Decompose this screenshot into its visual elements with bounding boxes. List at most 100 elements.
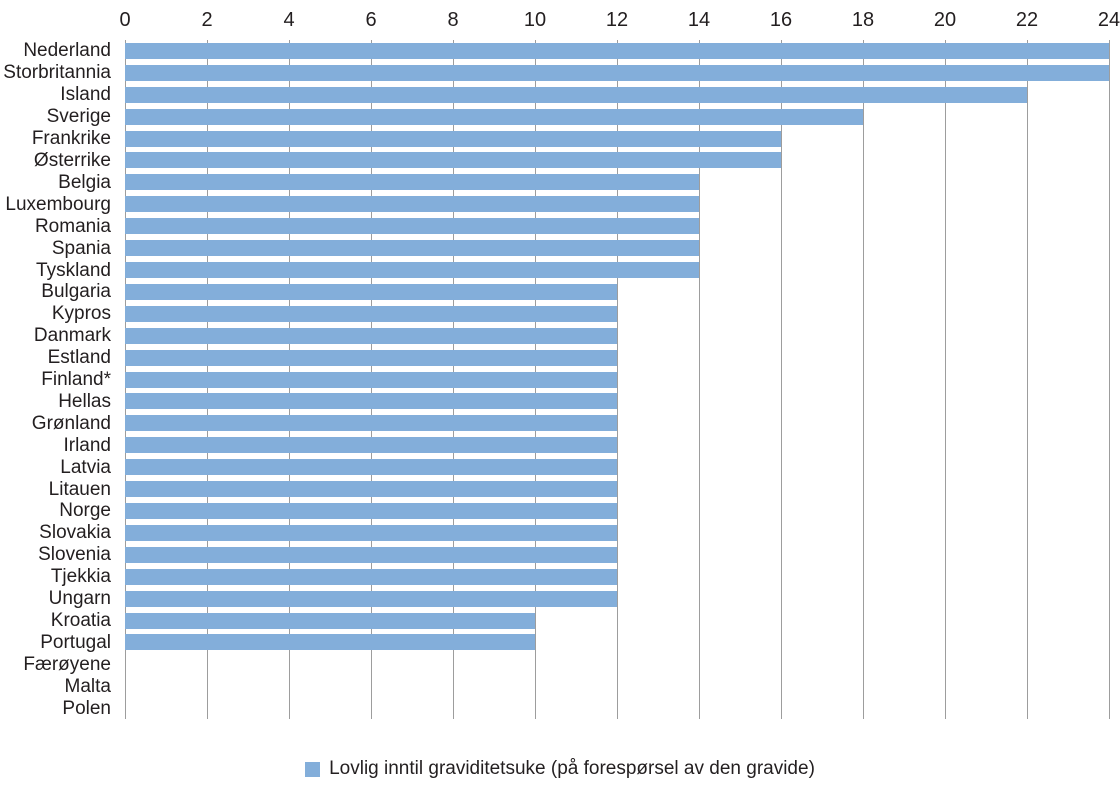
bar (125, 437, 617, 454)
bar-row (125, 40, 1109, 62)
bar-row (125, 391, 1109, 413)
gridline (617, 40, 618, 719)
bar-row (125, 478, 1109, 500)
bar-row (125, 128, 1109, 150)
bar-row (125, 675, 1109, 697)
bar-row (125, 171, 1109, 193)
country-label: Litauen (48, 478, 111, 500)
x-tick-label: 6 (365, 9, 377, 31)
bar (125, 64, 1109, 81)
x-tick-label: 24 (1097, 9, 1120, 31)
country-label: Bulgaria (41, 281, 111, 303)
bar (125, 546, 617, 563)
country-label: Østerrike (33, 149, 111, 171)
country-label: Storbritannia (3, 62, 111, 84)
bar-row (125, 544, 1109, 566)
country-label: Spania (51, 237, 111, 259)
gridline (863, 40, 864, 719)
bar (125, 590, 617, 607)
bar (125, 415, 617, 432)
x-tick-label: 0 (119, 9, 131, 31)
bar-row (125, 369, 1109, 391)
bar-row (125, 434, 1109, 456)
x-axis: 0 2 4 6 8 10 12 14 16 18 20 22 24 (0, 0, 1120, 40)
x-tick-label: 4 (283, 9, 295, 31)
bar (125, 502, 617, 519)
country-label: Slovenia (38, 544, 111, 566)
country-label: Færøyene (23, 653, 111, 675)
bar-row (125, 610, 1109, 632)
bar-row (125, 653, 1109, 675)
bar (125, 481, 617, 498)
bar-row (125, 259, 1109, 281)
bar (125, 196, 699, 213)
bar (125, 152, 781, 169)
gridline (1027, 40, 1028, 719)
legend-label: Lovlig inntil graviditetsuke (på forespø… (329, 758, 815, 779)
bar (125, 349, 617, 366)
country-label: Romania (34, 215, 111, 237)
x-tick-label: 8 (447, 9, 459, 31)
country-label: Norge (59, 500, 111, 522)
x-tick-label: 20 (933, 9, 957, 31)
bar (125, 634, 535, 651)
country-label: Irland (63, 434, 111, 456)
bar-row (125, 325, 1109, 347)
plot-area (125, 40, 1110, 719)
country-label: Polen (62, 697, 111, 719)
bar-row (125, 237, 1109, 259)
country-label: Finland* (41, 369, 111, 391)
bar (125, 327, 617, 344)
country-label: Frankrike (31, 128, 111, 150)
bar (125, 262, 699, 279)
bar-row (125, 697, 1109, 719)
country-label: Danmark (33, 325, 111, 347)
bar-row (125, 106, 1109, 128)
country-label: Hellas (58, 390, 111, 412)
bar-row (125, 566, 1109, 588)
x-tick-label: 10 (523, 9, 547, 31)
bar-row (125, 281, 1109, 303)
bar-row (125, 456, 1109, 478)
country-label: Belgia (58, 171, 111, 193)
bar-row (125, 150, 1109, 172)
bar-row (125, 522, 1109, 544)
country-label: Malta (64, 675, 111, 697)
y-axis-labels: Nederland Storbritannia Island Sverige Frank… (0, 40, 118, 719)
bar (125, 612, 535, 629)
legend: Lovlig inntil graviditetsuke (på forespø… (0, 758, 1120, 781)
country-label: Estland (47, 347, 111, 369)
bar (125, 371, 617, 388)
bar-row (125, 62, 1109, 84)
x-tick-label: 16 (769, 9, 793, 31)
bar-row (125, 303, 1109, 325)
gridline (781, 40, 782, 719)
bar (125, 218, 699, 235)
bar (125, 305, 617, 322)
bar-row (125, 347, 1109, 369)
country-label: Nederland (23, 40, 111, 62)
bar (125, 174, 699, 191)
x-tick-label: 14 (687, 9, 711, 31)
bar-series (125, 40, 1109, 719)
bar (125, 86, 1027, 103)
bar-row (125, 193, 1109, 215)
bar (125, 524, 617, 541)
x-tick-label: 12 (605, 9, 629, 31)
bar-row (125, 412, 1109, 434)
x-tick-label: 22 (1015, 9, 1039, 31)
bar-row (125, 215, 1109, 237)
country-label: Tyskland (36, 259, 111, 281)
x-tick-label: 2 (201, 9, 213, 31)
legend-swatch-icon (305, 761, 321, 777)
country-label: Sverige (46, 106, 111, 128)
country-label: Ungarn (48, 588, 111, 610)
bar (125, 240, 699, 257)
country-label: Slovakia (39, 522, 111, 544)
bar-row (125, 588, 1109, 610)
bar (125, 459, 617, 476)
country-label: Kroatia (50, 610, 111, 632)
gridline (699, 40, 700, 719)
bar (125, 108, 863, 125)
